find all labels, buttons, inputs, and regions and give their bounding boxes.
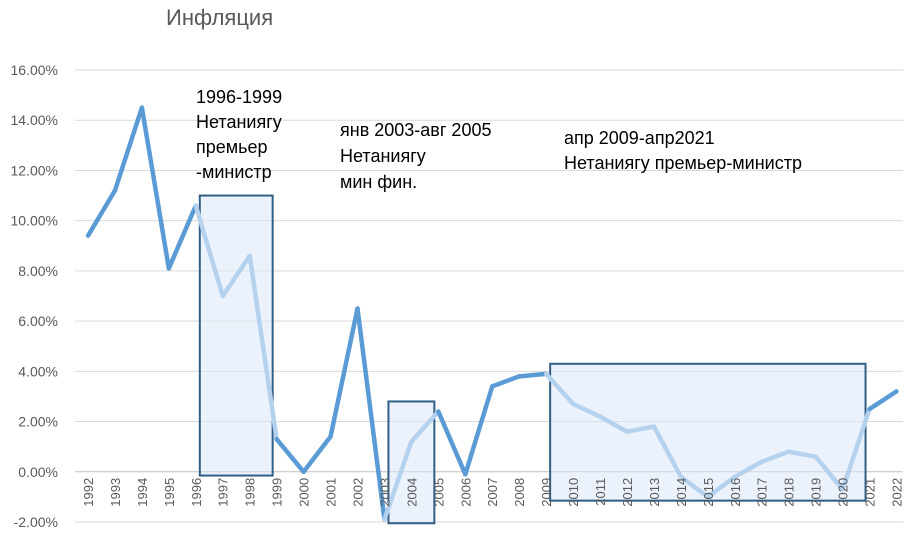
series-segment bbox=[570, 401, 603, 419]
series-segment bbox=[732, 459, 764, 480]
x-tick-label: 2014 bbox=[674, 478, 689, 507]
series-segment bbox=[651, 424, 684, 480]
x-tick-label: 1992 bbox=[81, 478, 96, 507]
x-tick-label: 2018 bbox=[782, 478, 797, 507]
x-tick-label: 2001 bbox=[324, 478, 339, 507]
annotation-line: -министр bbox=[196, 162, 272, 182]
y-tick-label: 8.00% bbox=[18, 263, 58, 279]
y-tick-label: 10.00% bbox=[11, 213, 58, 229]
annotation-line: Нетаниягу bbox=[196, 112, 282, 132]
series-segment bbox=[436, 409, 468, 477]
series-segment bbox=[543, 371, 576, 407]
y-tick-label: -2.00% bbox=[14, 514, 58, 530]
highlight-boxes bbox=[198, 194, 867, 525]
series-segment bbox=[786, 449, 818, 459]
series-segment bbox=[247, 253, 279, 442]
x-tick-label: 2020 bbox=[836, 478, 851, 507]
series-segment bbox=[705, 474, 738, 500]
y-tick-label: 0.00% bbox=[18, 464, 58, 480]
inflation-series bbox=[85, 105, 899, 522]
series-segment bbox=[867, 389, 899, 412]
y-tick-label: 6.00% bbox=[18, 313, 58, 329]
x-tick-label: 2012 bbox=[620, 478, 635, 507]
annotation-line: 1996-1999 bbox=[196, 87, 282, 107]
x-tick-label: 1994 bbox=[135, 478, 150, 507]
series-segment bbox=[328, 306, 360, 439]
series-segment bbox=[840, 406, 872, 492]
y-tick-label: 12.00% bbox=[11, 162, 58, 178]
series-segment bbox=[112, 105, 145, 193]
y-tick-label: 2.00% bbox=[18, 414, 58, 430]
x-tick-label: 2005 bbox=[431, 478, 446, 507]
x-tick-label: 1998 bbox=[243, 478, 258, 507]
series-segment bbox=[85, 188, 118, 238]
x-tick-label: 2019 bbox=[809, 478, 824, 507]
x-tick-label: 1993 bbox=[108, 478, 123, 507]
x-tick-label: 2011 bbox=[593, 478, 608, 506]
x-tick-label: 2016 bbox=[728, 478, 743, 507]
series-segment bbox=[220, 253, 252, 299]
annotations: 1996-1999 Нетаниягу премьер -министр янв 200… bbox=[196, 87, 802, 192]
x-tick-label: 2006 bbox=[458, 478, 473, 507]
x-tick-label: 1999 bbox=[270, 478, 285, 507]
annotation-line: апр 2009-апр2021 bbox=[564, 128, 715, 148]
x-tick-label: 2013 bbox=[647, 478, 662, 507]
y-tick-label: 16.00% bbox=[11, 62, 58, 78]
x-tick-label: 2021 bbox=[863, 478, 878, 507]
x-tick-label: 2009 bbox=[539, 478, 554, 507]
annotation-line: Нетаниягу премьер-министр bbox=[564, 153, 802, 173]
chart-title: Инфляция bbox=[166, 5, 273, 30]
x-tick-label: 2004 bbox=[404, 478, 419, 507]
x-tick-label: 2017 bbox=[755, 478, 770, 507]
x-tick-label: 1996 bbox=[189, 478, 204, 507]
x-tick-label: 2022 bbox=[890, 478, 905, 507]
series-segment bbox=[355, 306, 387, 522]
x-tick-label: 2010 bbox=[566, 478, 581, 507]
x-tick-label: 1995 bbox=[162, 478, 177, 507]
series-segment bbox=[678, 474, 711, 500]
annotation-line: премьер bbox=[196, 137, 268, 157]
series-segment bbox=[274, 436, 306, 475]
y-tick-label: 4.00% bbox=[18, 363, 58, 379]
series-segment bbox=[193, 203, 225, 299]
x-tick-label: 2003 bbox=[377, 478, 392, 507]
annotation-line: янв 2003-авг 2005 bbox=[340, 120, 491, 140]
x-tick-label: 2002 bbox=[351, 478, 366, 507]
x-tick-label: 2007 bbox=[485, 478, 500, 507]
y-axis-ticks: 16.00% 14.00% 12.00% 10.00% 8.00% 6.00% 4.00% 2… bbox=[11, 62, 58, 530]
series-segment bbox=[490, 374, 522, 389]
series-segment bbox=[759, 449, 791, 464]
series-segment bbox=[813, 454, 845, 492]
series-segment bbox=[139, 105, 172, 271]
series-segment bbox=[463, 384, 495, 477]
x-tick-label: 2015 bbox=[701, 478, 716, 507]
annotation-line: мин фин. bbox=[340, 172, 417, 192]
series-segment bbox=[166, 203, 199, 271]
series-segment bbox=[516, 371, 549, 379]
series-segment bbox=[409, 409, 441, 444]
x-tick-label: 2000 bbox=[297, 478, 312, 507]
x-axis-ticks: 1992 1993 1994 1995 1996 1997 1998 1999 2000 2001… bbox=[81, 478, 905, 507]
x-tick-label: 2008 bbox=[512, 478, 527, 507]
highlight-box bbox=[549, 362, 867, 502]
y-tick-label: 14.00% bbox=[11, 112, 58, 128]
series-segment bbox=[624, 424, 657, 434]
annotation-line: Нетаниягу bbox=[340, 146, 426, 166]
series-segment bbox=[301, 434, 333, 475]
series-segment bbox=[597, 414, 630, 434]
series-segment bbox=[382, 439, 414, 522]
x-tick-label: 1997 bbox=[216, 478, 231, 507]
